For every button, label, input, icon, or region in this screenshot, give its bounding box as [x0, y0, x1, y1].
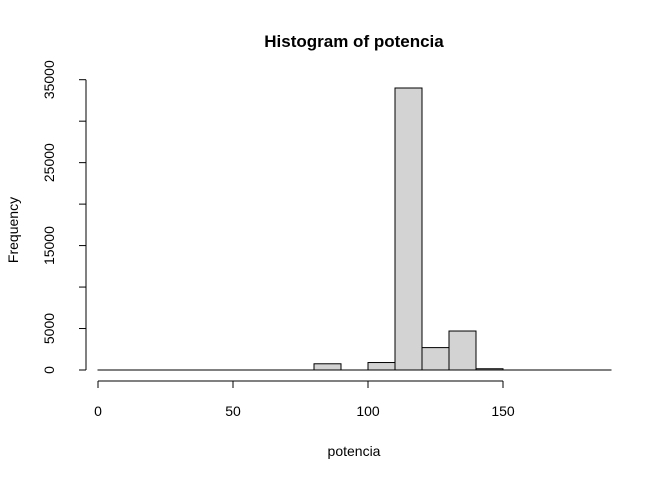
- x-tick-label: 0: [94, 403, 102, 419]
- x-tick-label: 50: [225, 403, 241, 419]
- x-tick-label: 100: [356, 403, 380, 419]
- y-axis: 0 5000 15000 25000 35000: [41, 60, 87, 374]
- y-tick-label: 5000: [41, 313, 57, 344]
- y-axis-label: Frequency: [5, 197, 21, 263]
- histogram-bar: [367, 362, 396, 371]
- x-axis: 0 50 100 150: [94, 380, 515, 419]
- x-tick-label: 150: [491, 403, 515, 419]
- x-axis-label: potencia: [328, 443, 381, 459]
- y-tick-label: 0: [41, 366, 57, 374]
- y-tick-label: 25000: [41, 143, 57, 182]
- histogram-bar: [394, 87, 423, 371]
- histogram-bar: [448, 330, 477, 371]
- histogram-bar: [313, 363, 342, 371]
- y-tick-label: 15000: [41, 226, 57, 265]
- chart-title: Histogram of potencia: [264, 32, 444, 51]
- bars-group: [97, 87, 612, 371]
- histogram-bar: [421, 347, 450, 371]
- y-tick-label: 35000: [41, 60, 57, 99]
